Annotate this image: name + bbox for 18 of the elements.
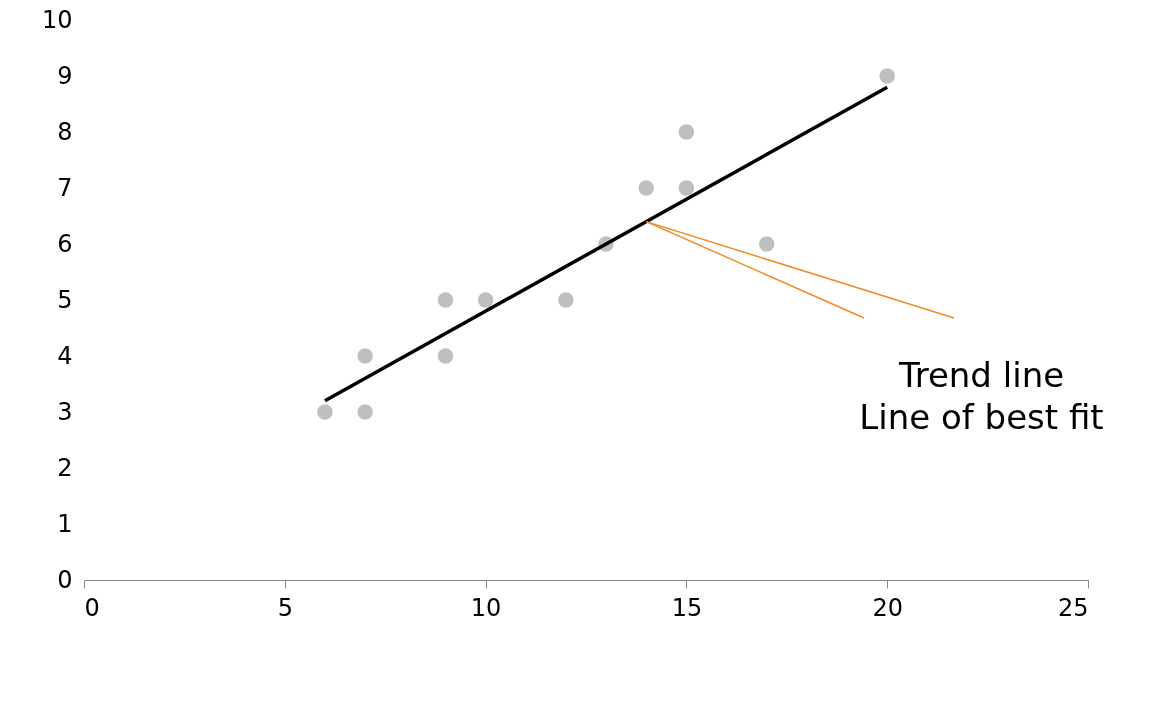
x-tick-label: 25	[1057, 593, 1089, 622]
y-tick-label: 1	[57, 509, 73, 538]
y-tick-label: 5	[57, 285, 73, 314]
x-tick-label: 5	[277, 593, 293, 622]
y-tick-label: 0	[57, 565, 73, 594]
annotation: Trend line Line of best fit	[859, 354, 1104, 437]
y-tick-label: 10	[41, 5, 73, 34]
y-tick-label: 4	[57, 341, 73, 370]
y-tick-label: 8	[57, 117, 73, 146]
y-tick-label: 2	[57, 453, 73, 482]
x-tick-label: 15	[671, 593, 703, 622]
y-tick-label: 6	[57, 229, 73, 258]
x-tick-label: 20	[872, 593, 903, 622]
x-tick-label: 10	[470, 593, 502, 622]
y-tick-label: 3	[57, 397, 73, 426]
x-tick-label: 0	[84, 593, 100, 622]
y-tick-label: 9	[57, 61, 73, 90]
y-tick-label: 7	[57, 173, 73, 202]
